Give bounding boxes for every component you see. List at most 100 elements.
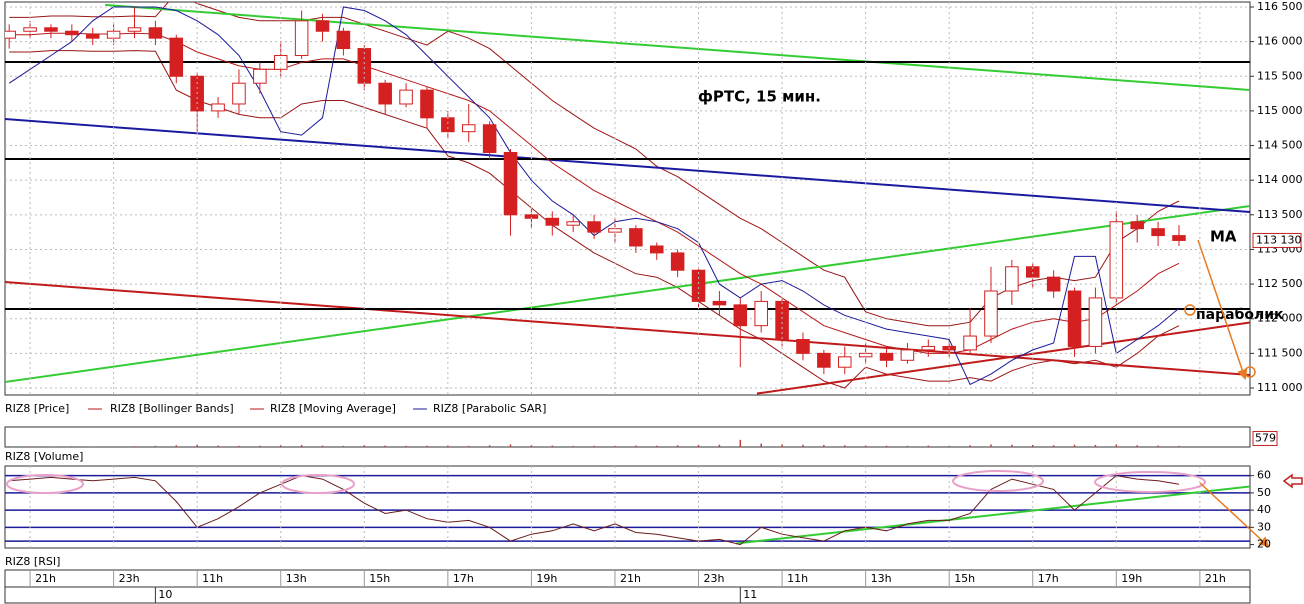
volume-bar — [363, 445, 366, 447]
volume-bar — [342, 445, 345, 447]
trend-line — [736, 485, 1250, 545]
volume-bar — [196, 444, 198, 447]
volume-bar — [321, 445, 324, 447]
candle-body — [1130, 221, 1144, 230]
panel-label: RIZ8 [RSI] — [5, 555, 60, 568]
candle-body — [420, 89, 434, 119]
y-tick-label: 115 000 — [1257, 104, 1303, 117]
x-tick-label: 19h — [536, 572, 557, 585]
volume-bar — [885, 445, 888, 447]
highlight — [1094, 471, 1206, 493]
candle-body — [148, 27, 163, 39]
volume-bar — [655, 445, 658, 447]
y-tick-label: 115 500 — [1257, 69, 1303, 82]
legend-label: RIZ8 [Price] — [5, 402, 69, 415]
candle-body — [65, 30, 79, 36]
candle-body — [587, 221, 601, 233]
volume-bar — [447, 445, 449, 447]
candle-body — [712, 300, 727, 306]
candle-body — [211, 103, 225, 112]
volume-bar — [1157, 445, 1159, 447]
marker-circle — [1244, 366, 1256, 378]
candle-body — [127, 27, 142, 32]
legend-label: RIZ8 [Parabolic SAR] — [433, 402, 546, 415]
volume-bar — [614, 445, 616, 447]
candle-body — [378, 82, 392, 105]
candle-body — [879, 352, 894, 361]
legend-label: RIZ8 [Bollinger Bands] — [110, 402, 234, 415]
candle-body — [733, 304, 748, 327]
candle-body — [629, 228, 643, 247]
volume-bar — [488, 445, 491, 447]
volume-bar — [864, 445, 867, 447]
candle-body — [754, 300, 768, 327]
candle-body — [85, 34, 100, 39]
volume-bar — [969, 445, 971, 447]
x-tick-label: 13h — [286, 572, 307, 585]
volume-bar — [572, 445, 574, 447]
volume-bar — [739, 439, 742, 447]
x-tick-label: 21h — [620, 572, 641, 585]
volume-bar — [718, 444, 721, 447]
arrow — [1199, 482, 1270, 548]
volume-panel — [4, 426, 1251, 448]
volume-bar — [802, 444, 804, 447]
trend-line — [105, 3, 1250, 91]
volume-bar — [1094, 445, 1097, 447]
y-tick-label: 114 000 — [1257, 173, 1303, 186]
x-tick-label: 17h — [1038, 572, 1059, 585]
price-plot — [5, 2, 1250, 395]
volume-bar — [551, 445, 554, 447]
volume-bar — [697, 445, 700, 447]
candle-body — [461, 124, 476, 133]
candle-body — [649, 245, 664, 254]
volume-bar — [676, 445, 679, 447]
date-label: 10 — [158, 588, 172, 601]
arrow — [1197, 239, 1248, 380]
volume-bar — [1073, 444, 1076, 447]
volume-bar — [405, 445, 407, 447]
volume-bar — [217, 445, 219, 447]
x-tick-label: 23h — [704, 572, 725, 585]
moving-average — [9, 32, 1180, 354]
y-tick-label: 20 — [1257, 538, 1271, 551]
candle-body — [817, 352, 831, 368]
candle-body — [1151, 228, 1165, 237]
y-tick-label: 116 000 — [1257, 35, 1303, 48]
volume-bar — [175, 445, 178, 447]
volume-bar — [823, 445, 825, 447]
volume-bar — [948, 445, 950, 447]
trend-line — [5, 118, 1250, 213]
last-price-box — [1252, 232, 1302, 248]
candle-body — [336, 30, 351, 50]
y-tick-label: 111 500 — [1257, 346, 1303, 359]
x-tick-label: 21h — [1205, 572, 1226, 585]
candle-body — [608, 228, 622, 233]
candle-body — [984, 290, 998, 337]
x-tick-label: 19h — [1121, 572, 1142, 585]
candle-body — [670, 252, 685, 271]
trend-line — [756, 321, 1250, 395]
candle-body — [1088, 297, 1103, 347]
volume-bar — [990, 444, 992, 447]
y-tick-label: 116 500 — [1257, 0, 1303, 13]
candle-body — [315, 20, 330, 32]
candle-body — [1172, 235, 1186, 241]
volume-bar — [593, 445, 595, 447]
volume-bar — [259, 445, 261, 447]
volume-bar — [238, 445, 240, 447]
x-tick-label: 15h — [369, 572, 390, 585]
x-tick-label: 21h — [35, 572, 56, 585]
bollinger-upper — [9, 2, 1180, 327]
highlight — [6, 474, 84, 494]
y-tick-label: 50 — [1257, 486, 1271, 499]
candle-body — [5, 30, 16, 39]
annotation: MA — [1210, 228, 1237, 246]
y-tick-label: 113 500 — [1257, 208, 1303, 221]
candle-body — [482, 124, 497, 153]
candle-body — [1067, 290, 1082, 347]
volume-bar — [426, 445, 428, 447]
volume-bar — [906, 445, 909, 447]
volume-bar — [8, 446, 10, 447]
volume-bar — [1032, 445, 1034, 447]
